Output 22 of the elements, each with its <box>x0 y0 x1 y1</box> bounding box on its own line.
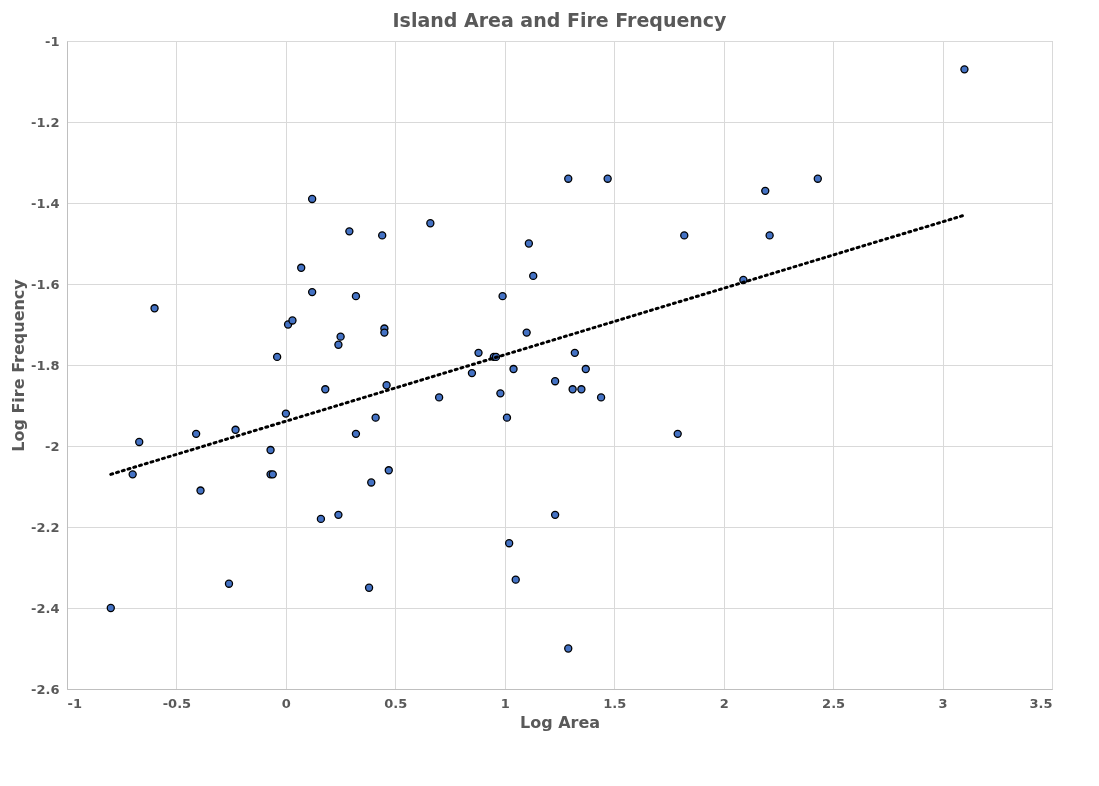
x-tick-label: 0.5 <box>384 695 408 711</box>
y-tick-label: -2.2 <box>31 519 60 535</box>
x-tick-label: 1 <box>500 695 510 711</box>
y-tick-label: -1.8 <box>31 357 60 373</box>
y-tick-label: -2.4 <box>31 600 60 616</box>
y-tick-label: -1.4 <box>31 195 60 211</box>
x-axis-title: Log Area <box>519 712 601 732</box>
y-tick-label: -1 <box>45 33 60 49</box>
x-tick-label: 1.5 <box>603 695 627 711</box>
y-tick-label: -2.6 <box>31 681 60 697</box>
x-tick-label: 2 <box>719 695 729 711</box>
y-tick-label: -2 <box>45 438 60 454</box>
x-tick-label: -1 <box>67 695 82 711</box>
x-tick-label: -0.5 <box>162 695 192 711</box>
y-tick-label: -1.2 <box>31 114 60 130</box>
y-tick-label: -1.6 <box>31 276 60 292</box>
x-tick-label: 3 <box>938 695 948 711</box>
chart-title: Island Area and Fire Frequency <box>392 9 728 31</box>
x-tick-label: 3.5 <box>1029 695 1053 711</box>
x-tick-label: 2.5 <box>822 695 846 711</box>
y-axis-title: Log Fire Frequency <box>9 278 29 452</box>
x-tick-label: 0 <box>281 695 291 711</box>
